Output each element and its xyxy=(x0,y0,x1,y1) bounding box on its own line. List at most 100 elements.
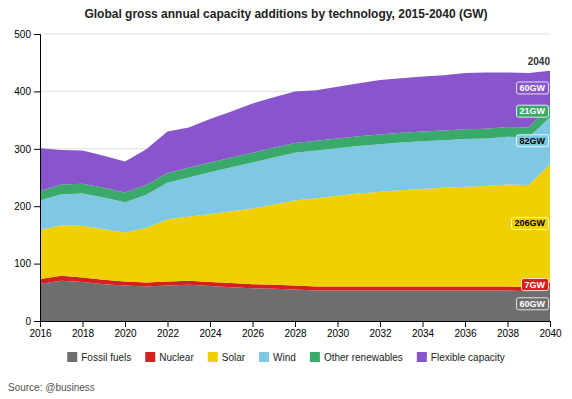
data-label-text: 82GW xyxy=(519,136,545,146)
x-tick: 2038 xyxy=(497,321,520,339)
x-tick: 2016 xyxy=(29,321,52,339)
y-axis-line xyxy=(34,35,41,322)
data-label-text: 206GW xyxy=(514,218,545,228)
x-tick-mark xyxy=(380,321,381,327)
legend-label: Solar xyxy=(222,352,246,363)
plot: 2016 2018 2020 2022 2024 2026 2028 2030 2032 2034… xyxy=(14,29,562,339)
annotation: 2040 xyxy=(528,56,551,67)
x-tick: 2024 xyxy=(199,321,222,339)
legend-swatch xyxy=(310,352,320,362)
x-axis-line xyxy=(41,322,551,328)
y-axis: 0 100 200 300 400 500 xyxy=(14,29,40,327)
data-label: 21GW xyxy=(516,105,548,117)
x-tick-label: 2032 xyxy=(369,328,392,339)
data-label-box xyxy=(516,82,548,94)
title: Global gross annual capacity additions b… xyxy=(84,7,487,21)
legend-item: Fossil fuels xyxy=(67,352,131,363)
data-label-text: 60GW xyxy=(519,299,545,309)
y-tick-label: 100 xyxy=(14,258,31,269)
legend-item: Flexible capacity xyxy=(417,352,505,363)
x-tick: 2026 xyxy=(242,321,265,339)
x-tick-mark xyxy=(423,321,424,327)
x-tick: 2036 xyxy=(454,321,477,339)
y-tick-mark xyxy=(34,206,40,207)
legend-item: Solar xyxy=(208,352,246,363)
y-tick: 200 xyxy=(14,201,40,212)
x-tick-mark xyxy=(550,321,551,327)
y-tick-label: 300 xyxy=(14,144,31,155)
data-label-text: 7GW xyxy=(524,280,545,290)
data-label: 60GW xyxy=(516,82,548,94)
data-label-text: 60GW xyxy=(519,83,545,93)
data-label-box xyxy=(516,298,548,310)
x-tick-mark xyxy=(338,321,339,327)
y-tick: 500 xyxy=(14,29,40,40)
x-tick-mark xyxy=(168,321,169,327)
x-tick-label: 2026 xyxy=(242,328,265,339)
x-tick: 2030 xyxy=(327,321,350,339)
y-tick: 300 xyxy=(14,144,40,155)
data-label-box xyxy=(516,135,548,147)
grid xyxy=(40,34,550,321)
x-tick-mark xyxy=(210,321,211,327)
grid-line xyxy=(40,34,550,35)
legend-label: Fossil fuels xyxy=(81,352,131,363)
y-tick-mark xyxy=(34,321,40,322)
x-tick-label: 2016 xyxy=(29,328,52,339)
y-tick: 0 xyxy=(25,316,40,327)
legend-label: Other renewables xyxy=(324,352,403,363)
x-tick: 2022 xyxy=(157,321,180,339)
chart: Global gross annual capacity additions b… xyxy=(0,0,572,399)
legend-label: Wind xyxy=(273,352,296,363)
x-axis: 2016 2018 2020 2022 2024 2026 2028 2030 2032 2034… xyxy=(29,321,562,339)
y-tick-label: 200 xyxy=(14,201,31,212)
data-label-box xyxy=(521,279,548,291)
x-tick-mark xyxy=(295,321,296,327)
data-label: 206GW xyxy=(511,217,548,229)
x-tick-label: 2040 xyxy=(539,328,562,339)
legend-swatch xyxy=(417,352,427,362)
x-tick-label: 2022 xyxy=(157,328,180,339)
x-tick: 2020 xyxy=(114,321,137,339)
y-tick-mark xyxy=(34,34,40,35)
x-tick: 2032 xyxy=(369,321,392,339)
legend-swatch xyxy=(145,352,155,362)
x-tick-mark xyxy=(83,321,84,327)
x-tick-label: 2028 xyxy=(284,328,307,339)
y-tick-label: 0 xyxy=(25,316,31,327)
legend-swatch xyxy=(208,352,218,362)
y-tick: 400 xyxy=(14,86,40,97)
data-label-text: 21GW xyxy=(519,106,545,116)
areas xyxy=(40,71,550,321)
x-tick-label: 2024 xyxy=(199,328,222,339)
y-tick: 100 xyxy=(14,258,40,269)
data-label-box xyxy=(516,105,548,117)
y-tick-mark xyxy=(34,264,40,265)
x-tick: 2034 xyxy=(412,321,435,339)
legend-label: Nuclear xyxy=(159,352,194,363)
x-tick-mark xyxy=(253,321,254,327)
legend-label: Flexible capacity xyxy=(431,352,505,363)
x-tick-mark xyxy=(125,321,126,327)
x-tick-mark xyxy=(465,321,466,327)
data-labels: 60GW 7GW 206GW 82GW 21GW 60GW xyxy=(511,82,548,310)
data-label: 82GW xyxy=(516,135,548,147)
x-tick: 2028 xyxy=(284,321,307,339)
legend-item: Nuclear xyxy=(145,352,194,363)
source-note: Source: @business xyxy=(8,382,95,393)
legend-swatch xyxy=(259,352,269,362)
x-tick-label: 2034 xyxy=(412,328,435,339)
data-label: 60GW xyxy=(516,298,548,310)
y-tick-label: 500 xyxy=(14,29,31,40)
legend-item: Other renewables xyxy=(310,352,403,363)
y-tick-mark xyxy=(34,149,40,150)
x-tick-label: 2036 xyxy=(454,328,477,339)
x-tick-label: 2030 xyxy=(327,328,350,339)
x-tick: 2040 xyxy=(539,321,562,339)
data-label-box xyxy=(511,217,548,229)
x-tick-label: 2038 xyxy=(497,328,520,339)
data-label: 7GW xyxy=(521,279,548,291)
x-tick: 2018 xyxy=(72,321,95,339)
legend: Fossil fuels Nuclear Solar Wind Other renewa… xyxy=(67,352,505,363)
x-tick-label: 2020 xyxy=(114,328,137,339)
